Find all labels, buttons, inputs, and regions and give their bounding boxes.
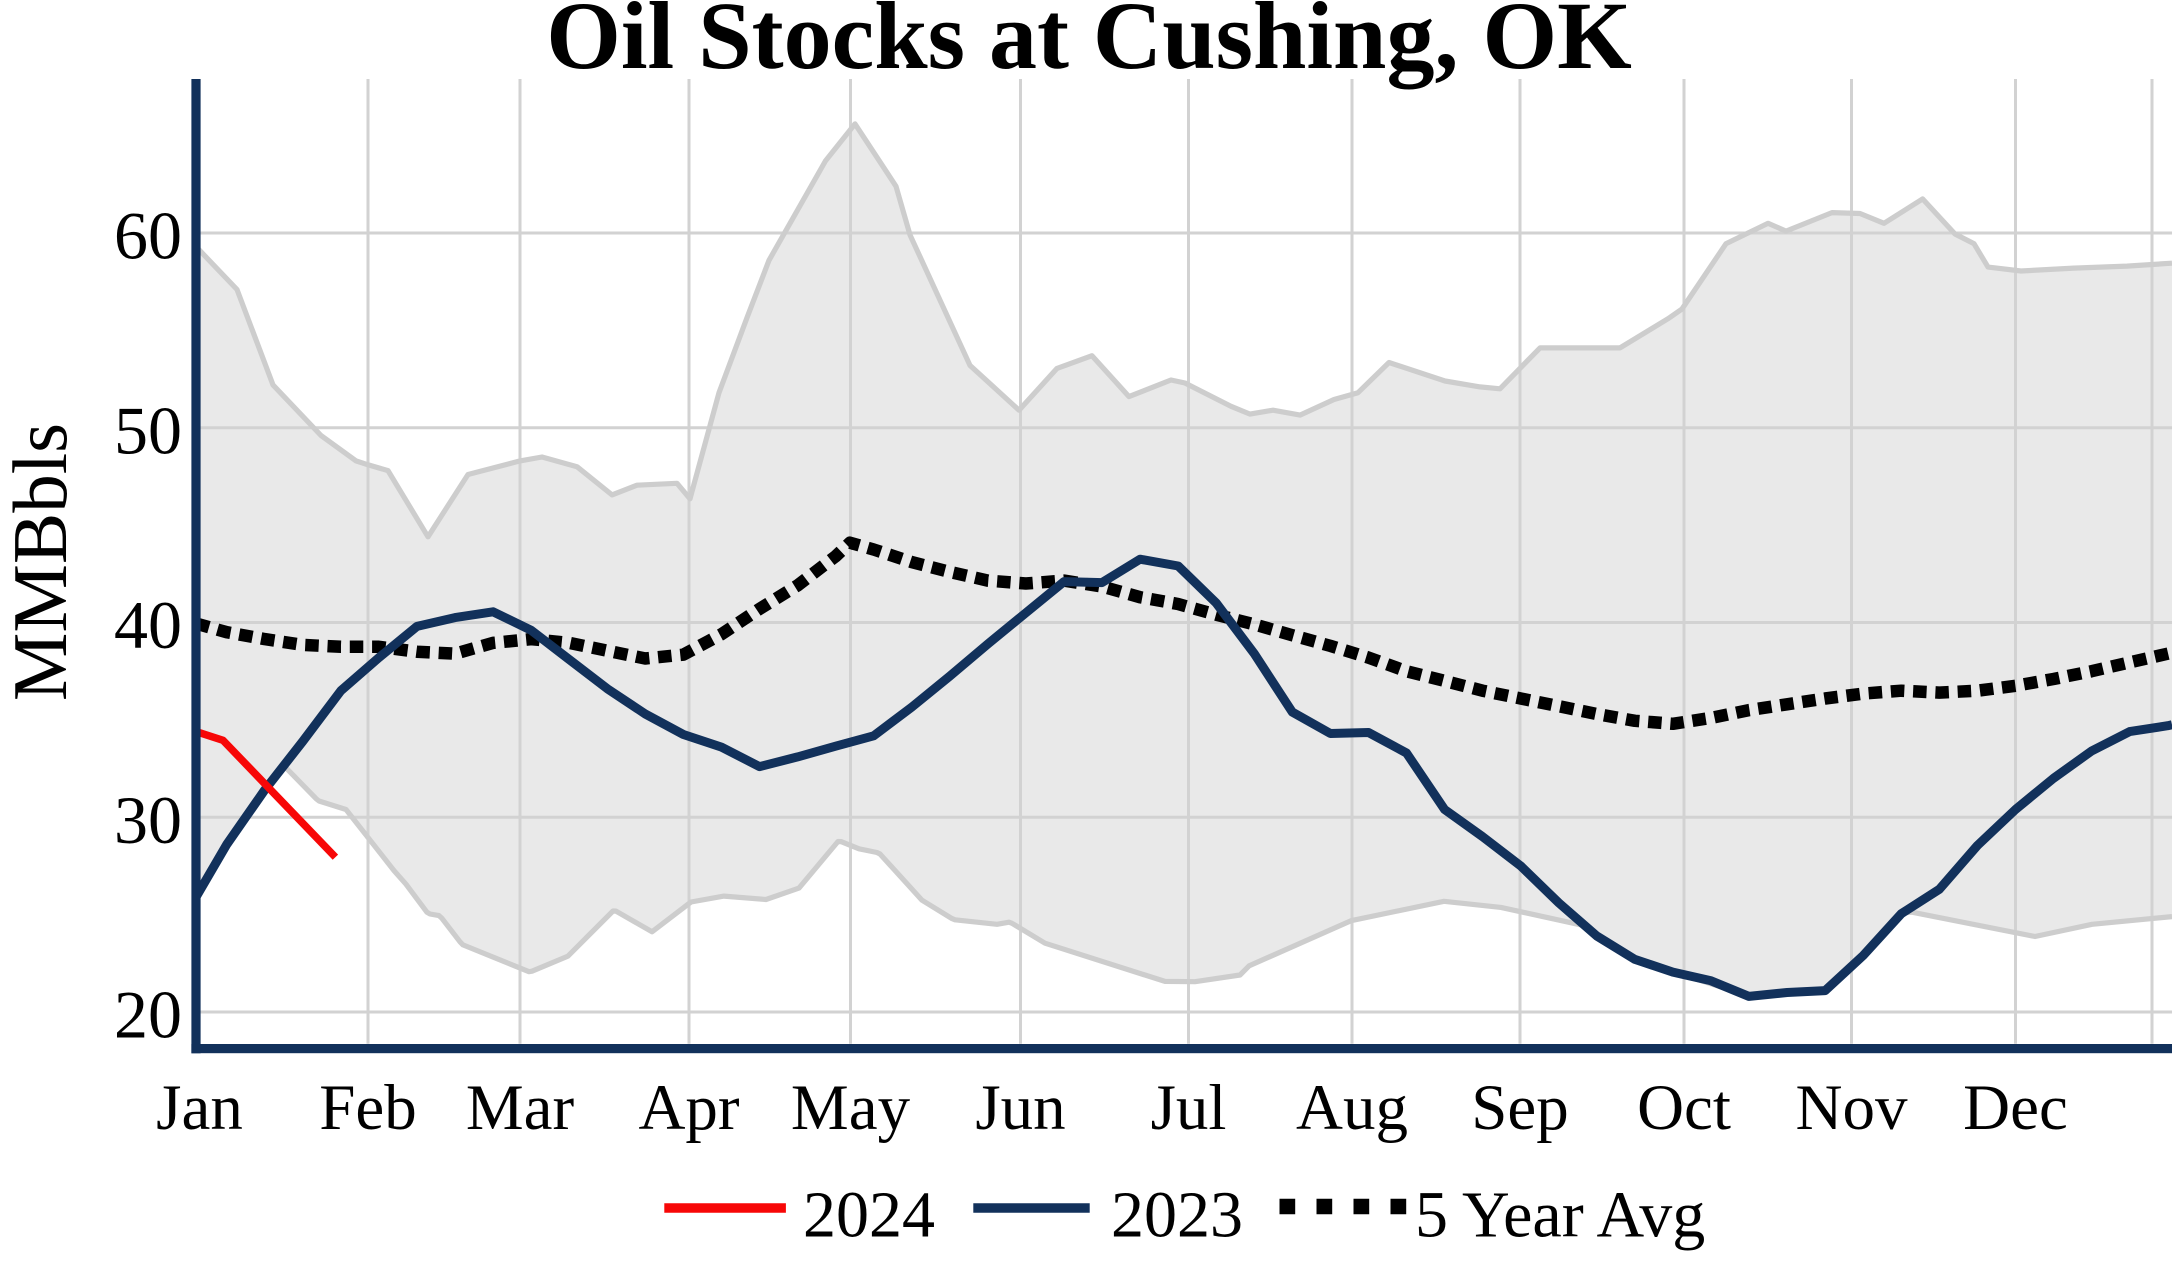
svg-text:5 Year Avg: 5 Year Avg xyxy=(1415,1178,1705,1251)
svg-text:Dec: Dec xyxy=(1963,1072,2068,1144)
svg-text:Oil Stocks at Cushing, OK: Oil Stocks at Cushing, OK xyxy=(546,0,1632,89)
svg-text:2023: 2023 xyxy=(1111,1178,1243,1251)
svg-text:Jun: Jun xyxy=(975,1072,1065,1144)
svg-text:Apr: Apr xyxy=(638,1072,739,1144)
svg-text:Nov: Nov xyxy=(1796,1072,1908,1144)
svg-text:40: 40 xyxy=(114,587,182,663)
svg-text:Feb: Feb xyxy=(319,1072,417,1144)
svg-text:60: 60 xyxy=(114,198,182,274)
svg-text:2024: 2024 xyxy=(803,1178,935,1251)
svg-text:Aug: Aug xyxy=(1296,1072,1408,1144)
svg-text:Oct: Oct xyxy=(1637,1072,1731,1144)
svg-text:50: 50 xyxy=(114,392,182,468)
svg-text:Jan: Jan xyxy=(156,1072,243,1144)
svg-text:20: 20 xyxy=(114,977,182,1053)
svg-text:30: 30 xyxy=(114,782,182,858)
svg-text:MMBbls: MMBbls xyxy=(0,423,83,701)
svg-text:Sep: Sep xyxy=(1471,1072,1569,1144)
svg-text:May: May xyxy=(791,1072,911,1144)
svg-text:Mar: Mar xyxy=(466,1072,575,1144)
svg-text:Jul: Jul xyxy=(1151,1072,1227,1144)
